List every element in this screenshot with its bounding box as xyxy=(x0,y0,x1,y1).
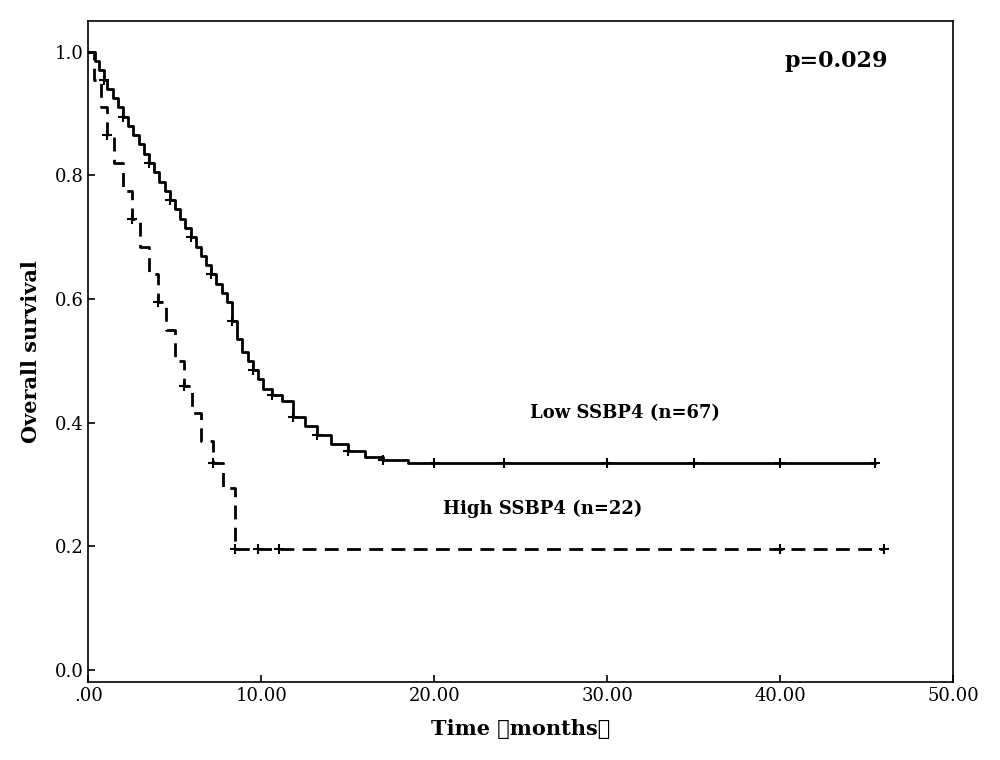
Text: High SSBP4 (n=22): High SSBP4 (n=22) xyxy=(443,500,642,518)
Text: p=0.029: p=0.029 xyxy=(785,49,888,71)
Y-axis label: Overall survival: Overall survival xyxy=(21,260,41,443)
Text: Low SSBP4 (n=67): Low SSBP4 (n=67) xyxy=(530,404,720,423)
X-axis label: Time （months）: Time （months） xyxy=(431,719,610,739)
